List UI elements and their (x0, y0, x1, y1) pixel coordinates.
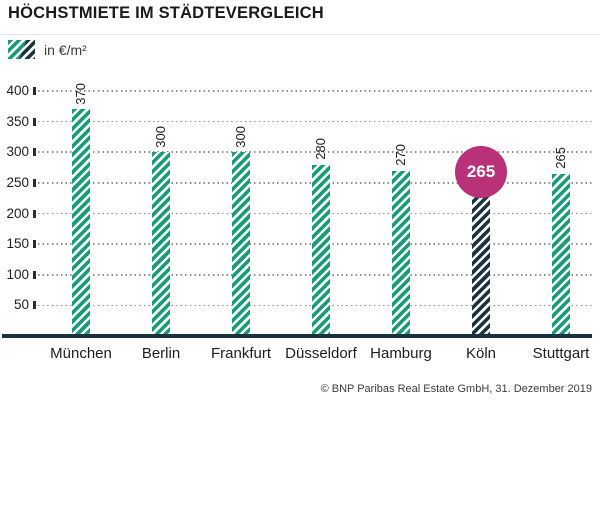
y-axis-tick (33, 301, 36, 310)
bar-value-label: 300 (153, 125, 168, 148)
x-axis-label: Düsseldorf (285, 345, 357, 362)
x-axis-label: Stuttgart (532, 345, 590, 362)
y-axis-tick-label: 250 (6, 174, 29, 190)
bar-value-label: 370 (73, 82, 88, 105)
x-axis-label: München (50, 345, 112, 362)
legend-unit-label: in €/m² (44, 41, 87, 58)
bar-value-label: 300 (233, 125, 248, 148)
highlight-value-badge: 265 (455, 146, 507, 198)
chart-bar (552, 173, 570, 336)
source-attribution: © BNP Paribas Real Estate GmbH, 31. Deze… (320, 383, 592, 395)
gridline (38, 90, 592, 92)
x-axis-label: Berlin (141, 345, 181, 362)
y-axis-tick-label: 300 (6, 144, 29, 160)
y-axis-tick-label: 50 (13, 297, 29, 313)
x-axis-label: Köln (465, 345, 497, 362)
gridline (38, 120, 592, 123)
bar-value-label: 280 (313, 137, 328, 160)
y-axis-tick (33, 270, 36, 279)
x-axis-line (2, 334, 592, 338)
y-axis-tick (33, 148, 36, 157)
legend-stripe-swatch-icon (8, 40, 35, 59)
y-axis-tick (33, 117, 36, 126)
chart-bar (472, 173, 490, 336)
chart-bar (232, 152, 250, 336)
x-axis-label: Frankfurt (210, 345, 271, 362)
y-axis-tick (33, 87, 36, 95)
y-axis-tick-label: 400 (6, 83, 29, 98)
y-axis-tick (33, 209, 36, 218)
page-title: HÖCHSTMIETE IM STÄDTEVERGLEICH (8, 4, 324, 22)
y-axis-tick-label: 350 (6, 113, 29, 129)
chart-legend: in €/m² (8, 40, 87, 59)
y-axis-tick (33, 240, 36, 249)
gridline (38, 151, 592, 154)
x-axis-label: Hamburg (370, 345, 432, 362)
chart-bar (392, 170, 410, 336)
y-axis-tick-label: 150 (6, 236, 29, 252)
y-axis-tick-label: 200 (6, 205, 29, 221)
bar-value-label: 270 (393, 143, 408, 166)
y-axis-tick-label: 100 (6, 266, 29, 282)
title-divider (0, 34, 600, 35)
chart-bar (72, 109, 90, 336)
y-axis-tick (33, 178, 36, 187)
chart-bar (312, 164, 330, 336)
bar-value-label: 265 (553, 146, 568, 169)
chart-bar (152, 152, 170, 336)
